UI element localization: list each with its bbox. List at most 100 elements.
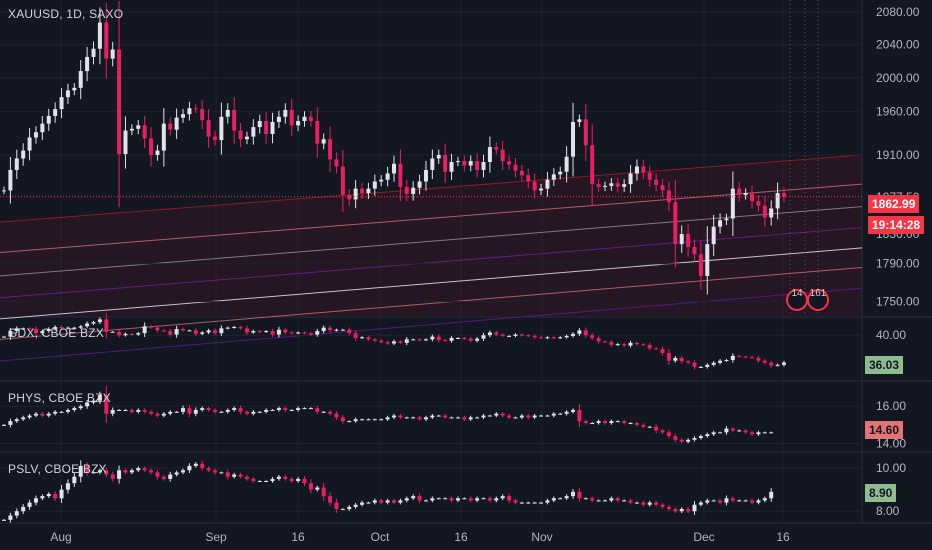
phys-pane-label[interactable]: PHYS, CBOE BZX — [8, 391, 111, 405]
candle-body — [40, 413, 45, 416]
candle-body — [181, 114, 186, 118]
candle-body — [59, 489, 64, 499]
candle-body — [168, 474, 173, 479]
candle-body — [673, 357, 678, 361]
candle-body — [142, 326, 147, 334]
candle-body — [647, 344, 652, 349]
candle-body — [117, 331, 122, 336]
candle-body — [347, 194, 352, 200]
candle-body — [97, 22, 102, 49]
candle-body — [321, 411, 326, 413]
candle-body — [730, 498, 735, 501]
candle-body — [308, 116, 313, 122]
candle-body — [615, 498, 620, 501]
candle-body — [507, 161, 512, 165]
candle-body — [398, 163, 403, 187]
candle-body — [398, 415, 403, 418]
candle-body — [219, 116, 224, 141]
candle-body — [149, 138, 154, 155]
candle-body — [225, 327, 230, 329]
gdx-pane-label[interactable]: GDX, CBOE BZX — [8, 326, 104, 340]
candle-body — [724, 428, 729, 433]
pslv-pane-label[interactable]: PSLV, CBOE BZX — [8, 462, 107, 476]
candle-body — [97, 395, 102, 401]
candle-body — [596, 500, 601, 502]
candle-body — [385, 417, 390, 420]
candle-body — [14, 328, 19, 332]
candle-body — [392, 341, 396, 344]
candle-body — [289, 409, 294, 411]
candle-body — [705, 364, 710, 367]
candle-body — [443, 154, 448, 172]
candle-body — [404, 498, 409, 501]
candle-body — [225, 109, 230, 117]
candle-body — [571, 333, 576, 336]
candle-body — [200, 109, 205, 121]
candle-body — [40, 331, 45, 334]
candle-body — [33, 329, 38, 334]
candle-body — [65, 409, 70, 412]
candle-body — [404, 417, 409, 419]
candle-body — [526, 335, 531, 337]
candle-body — [97, 470, 102, 473]
candle-body — [622, 500, 627, 502]
candle-body — [545, 415, 550, 417]
candle-body — [347, 506, 352, 510]
candle-body — [449, 417, 454, 419]
candle-body — [558, 171, 563, 175]
x-tick-label: Nov — [531, 530, 552, 544]
candle-body — [455, 337, 460, 339]
candle-body — [481, 161, 486, 170]
candle-body — [78, 465, 83, 477]
main-symbol-label[interactable]: XAUUSD, 1D, SAXO — [8, 7, 124, 21]
candle-body — [238, 474, 243, 477]
candle-body — [117, 49, 122, 155]
candle-body — [526, 502, 531, 504]
candle-body — [212, 330, 217, 334]
candle-body — [686, 439, 691, 442]
candle-body — [494, 332, 499, 335]
candle-body — [430, 415, 435, 418]
candle-body — [539, 415, 544, 417]
candle-body — [545, 500, 550, 503]
event-marker-label: 161 — [810, 288, 827, 299]
candle-body — [340, 329, 345, 331]
candle-body — [782, 193, 786, 197]
candle-body — [40, 496, 45, 499]
candle-body — [72, 87, 77, 91]
candle-body — [634, 423, 639, 425]
candle-body — [590, 145, 595, 185]
candle-body — [315, 487, 320, 490]
candle-body — [577, 409, 582, 422]
candle-body — [257, 331, 262, 333]
candle-body — [660, 430, 665, 433]
candle-body — [455, 498, 460, 501]
candle-body — [660, 349, 665, 354]
candle-body — [187, 330, 192, 332]
candle-body — [577, 330, 582, 334]
candle-body — [21, 328, 26, 330]
candle-body — [679, 233, 684, 245]
candle-body — [545, 179, 550, 189]
candle-body — [775, 364, 780, 366]
candle-body — [500, 413, 505, 416]
candle-body — [264, 331, 269, 333]
candle-body — [129, 409, 134, 412]
candle-body — [72, 408, 77, 410]
y-tick-label: 2040.00 — [876, 38, 920, 52]
candle-body — [743, 193, 748, 195]
candle-body — [379, 500, 384, 503]
candle-body — [571, 121, 576, 157]
countdown-badge: 19:14:28 — [868, 216, 925, 234]
candle-body — [481, 415, 486, 418]
candle-body — [507, 335, 512, 337]
y-tick-label: 1910.00 — [876, 148, 920, 162]
candle-body — [340, 509, 345, 511]
candle-body — [628, 423, 633, 425]
candle-body — [72, 327, 77, 329]
candle-body — [296, 408, 301, 410]
candle-body — [750, 357, 755, 359]
candle-body — [673, 509, 678, 512]
candle-body — [532, 502, 537, 504]
